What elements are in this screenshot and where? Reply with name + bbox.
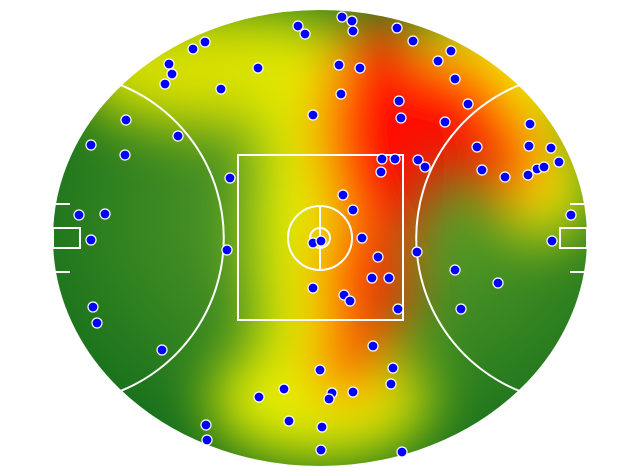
point <box>411 246 423 258</box>
point <box>336 11 348 23</box>
point <box>455 303 467 315</box>
point <box>565 209 577 221</box>
point <box>307 109 319 121</box>
point <box>412 154 424 166</box>
point <box>385 378 397 390</box>
point <box>163 58 175 70</box>
point <box>524 118 536 130</box>
point <box>392 303 404 315</box>
point <box>119 149 131 161</box>
point <box>375 166 387 178</box>
point <box>253 391 265 403</box>
point <box>383 272 395 284</box>
point <box>407 35 419 47</box>
point <box>387 362 399 374</box>
point <box>347 386 359 398</box>
point <box>199 36 211 48</box>
point <box>172 130 184 142</box>
point <box>73 209 85 221</box>
point <box>462 98 474 110</box>
point <box>347 25 359 37</box>
point <box>315 444 327 456</box>
point <box>87 301 99 313</box>
point <box>553 156 565 168</box>
point <box>419 161 431 173</box>
point <box>99 208 111 220</box>
point <box>252 62 264 74</box>
point <box>445 45 457 57</box>
point <box>166 68 178 80</box>
point <box>393 95 405 107</box>
point <box>546 235 558 247</box>
point <box>523 140 535 152</box>
point <box>201 434 213 446</box>
point <box>354 62 366 74</box>
point <box>395 112 407 124</box>
point <box>476 164 488 176</box>
point <box>396 446 408 458</box>
point <box>224 172 236 184</box>
point <box>545 142 557 154</box>
point <box>346 15 358 27</box>
point <box>85 139 97 151</box>
point <box>292 20 304 32</box>
point <box>337 189 349 201</box>
point <box>187 43 199 55</box>
point <box>372 251 384 263</box>
point <box>347 204 359 216</box>
point <box>376 153 388 165</box>
point <box>344 295 356 307</box>
point <box>367 340 379 352</box>
point <box>449 73 461 85</box>
point <box>335 88 347 100</box>
point <box>200 419 212 431</box>
point <box>333 59 345 71</box>
point <box>391 22 403 34</box>
point <box>215 83 227 95</box>
point <box>299 28 311 40</box>
point <box>432 55 444 67</box>
point <box>315 235 327 247</box>
point <box>91 317 103 329</box>
point <box>492 277 504 289</box>
point <box>120 114 132 126</box>
point <box>278 383 290 395</box>
point <box>389 153 401 165</box>
point <box>356 232 368 244</box>
point <box>307 282 319 294</box>
point <box>366 272 378 284</box>
point <box>85 234 97 246</box>
point <box>316 421 328 433</box>
field-lines <box>51 8 589 468</box>
point <box>314 364 326 376</box>
point <box>283 415 295 427</box>
point <box>471 141 483 153</box>
point <box>499 171 511 183</box>
point <box>538 161 550 173</box>
point <box>156 344 168 356</box>
point <box>159 78 171 90</box>
point <box>522 169 534 181</box>
point <box>439 116 451 128</box>
point <box>449 264 461 276</box>
point <box>221 244 233 256</box>
point <box>323 393 335 405</box>
